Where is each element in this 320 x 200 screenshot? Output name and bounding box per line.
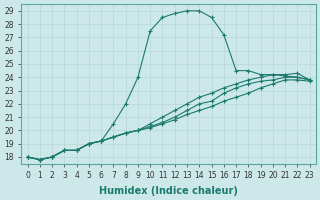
X-axis label: Humidex (Indice chaleur): Humidex (Indice chaleur) — [99, 186, 238, 196]
